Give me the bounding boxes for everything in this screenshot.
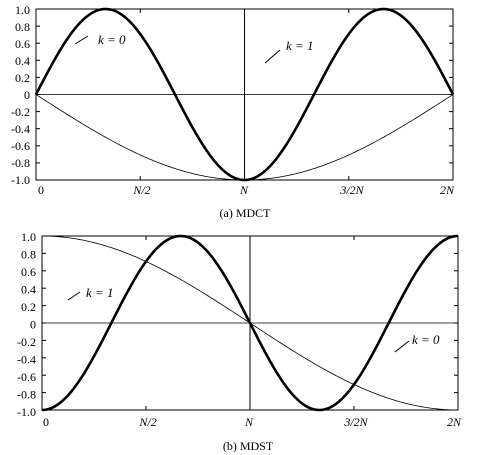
panel-a-y-tick-label: 0.4 xyxy=(15,54,30,68)
panel-b-y-tick-label: 0 xyxy=(30,318,36,332)
panel-a-y-tick-label: 0.6 xyxy=(15,37,30,51)
panel-b-y-tick-label: -0.2 xyxy=(17,335,36,349)
panel-b-annotation-leader xyxy=(394,340,410,353)
panel-b-y-tick-label: 1.0 xyxy=(21,230,36,244)
panel-a-y-tick-label: -0.8 xyxy=(11,156,30,170)
panel-a-annotation-leader xyxy=(74,35,89,45)
panel-a-annotation: k = 0 xyxy=(98,32,126,47)
panel-b-annotation: k = 1 xyxy=(86,285,114,300)
panel-a-y-tick-label: 1.0 xyxy=(15,3,30,17)
panel-a-series-k1 xyxy=(34,7,455,182)
panel-a-x-tick-label: N xyxy=(239,183,249,197)
panel-b-y-tick-label: -0.4 xyxy=(17,353,36,367)
panel-b-y-tick-label: 0.6 xyxy=(21,265,36,279)
panel-a-x-tick-label: 0 xyxy=(38,183,44,197)
panel-b-annotations: k = 1 k = 0 xyxy=(67,285,440,353)
panel-a-y-tick-label: -1.0 xyxy=(11,173,30,187)
panel-b-y-tick-label: -0.6 xyxy=(17,370,36,384)
panel-a-y-tick-label: -0.6 xyxy=(11,139,30,153)
panel-b-y-tick-label: 0.4 xyxy=(21,283,36,297)
panel-b-x-tick-label: 3/2N xyxy=(343,415,368,429)
panel-b-y-tick-label: -1.0 xyxy=(17,405,36,419)
panel-a-x-tick-labels: 0 N/2 N 3/2N 2N xyxy=(38,183,455,197)
panel-b-annotation-leader xyxy=(67,291,81,301)
panel-b-y-tick-label: 0.2 xyxy=(21,300,36,314)
panel-b-x-tick-labels: 0 N/2 N 3/2N 2N xyxy=(43,415,462,429)
panel-a-x-tick-label: 2N xyxy=(440,183,455,197)
panel-b-y-tick-labels: 1.0 0.8 0.6 0.4 0.2 0 -0.2 -0.4 -0.6 -0.… xyxy=(17,230,36,419)
panel-a-x-tick-label: N/2 xyxy=(132,183,150,197)
panel-b-x-tick-label: N/2 xyxy=(138,415,156,429)
panel-a-y-tick-label: 0 xyxy=(24,88,30,102)
panel-a-y-tick-label: -0.2 xyxy=(11,105,30,119)
panel-b-x-tick-label: N xyxy=(244,415,254,429)
panel-a-caption: (a) MDCT xyxy=(220,206,272,220)
panel-b-caption: (b) MDST xyxy=(223,439,274,453)
panel-a-y-tick-label: 0.8 xyxy=(15,20,30,34)
panel-a-y-tick-labels: 1.0 0.8 0.6 0.4 0.2 0 -0.2 -0.4 -0.6 -0.… xyxy=(11,3,30,187)
panel-b-x-tick-label: 2N xyxy=(447,415,462,429)
panel-b-x-tick-label: 0 xyxy=(43,415,49,429)
panel-a-annotation: k = 1 xyxy=(286,38,314,53)
panel-a-annotation-leader xyxy=(264,49,281,64)
panel-b-annotation: k = 0 xyxy=(412,332,440,347)
panel-a-y-tick-label: 0.2 xyxy=(15,71,30,85)
panel-a-mdct: 1.0 0.8 0.6 0.4 0.2 0 -0.2 -0.4 -0.6 -0.… xyxy=(11,3,455,220)
panel-b-mdst: 1.0 0.8 0.6 0.4 0.2 0 -0.2 -0.4 -0.6 -0.… xyxy=(17,230,462,453)
panel-b-y-tick-label: -0.8 xyxy=(17,388,36,402)
panel-a-annotations: k = 0 k = 1 xyxy=(74,32,314,64)
panel-b-y-tick-label: 0.8 xyxy=(21,248,36,262)
panel-a-x-tick-label: 3/2N xyxy=(339,183,364,197)
panel-b-series-k0 xyxy=(42,235,458,411)
panel-a-y-tick-label: -0.4 xyxy=(11,122,30,136)
